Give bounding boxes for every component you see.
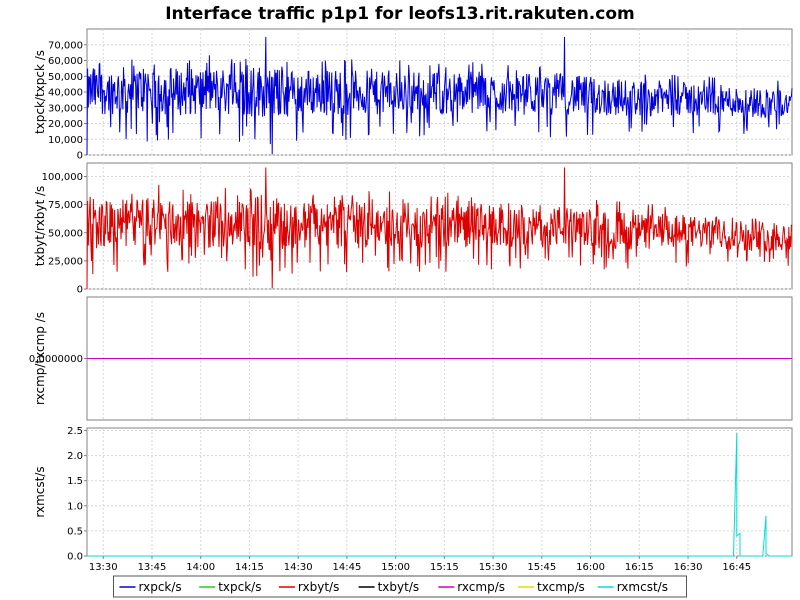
x-axis: 13:30 13:45 14:00 14:15 14:30 14:45 15:00 15:15… bbox=[89, 556, 751, 573]
x-tick-label: 16:30 bbox=[674, 562, 703, 573]
panel-2: 0 25,000 50,000 75,000 100,000 txbyt/rxbyt /s bbox=[33, 162, 793, 296]
panel-1: 0 10,000 20,000 30,000 40,000 50,000 60,000 70,… bbox=[33, 28, 793, 162]
y-tick-label: 100,000 bbox=[42, 172, 83, 183]
x-tick-label: 14:30 bbox=[284, 562, 313, 573]
x-tick-label: 15:45 bbox=[527, 562, 556, 573]
y-tick-label: 50,000 bbox=[48, 228, 83, 239]
y-tick-label: 0.0000000 bbox=[29, 354, 83, 365]
series-rxbyt-s bbox=[86, 167, 793, 290]
y-axis-label: txpck/txpck /s bbox=[33, 50, 47, 134]
y-tick-label: 30,000 bbox=[48, 103, 83, 114]
legend-item: rxpck/s bbox=[139, 580, 182, 594]
x-tick-label: 15:15 bbox=[430, 562, 459, 573]
x-tick-label: 16:00 bbox=[576, 562, 605, 573]
x-tick-label: 15:00 bbox=[381, 562, 410, 573]
y-tick-label: 1.0 bbox=[67, 501, 83, 512]
chart-legend: rxpck/s txpck/s rxbyt/s txbyt/s rxcmp/s txcmp… bbox=[113, 575, 687, 598]
x-tick-label: 14:00 bbox=[186, 562, 215, 573]
y-tick-label: 0.5 bbox=[67, 526, 83, 537]
legend-item: txcmp/s bbox=[537, 580, 585, 594]
y-axis-label: rxcmp/txcmp /s bbox=[33, 312, 47, 405]
legend-item: rxbyt/s bbox=[298, 580, 339, 594]
legend-item: rxcmp/s bbox=[457, 580, 505, 594]
series-rxmcst-s bbox=[87, 432, 792, 557]
y-tick-label: 20,000 bbox=[48, 119, 83, 130]
chart-title: Interface traffic p1p1 for leofs13.rit.r… bbox=[165, 4, 635, 24]
y-tick-label: 0 bbox=[77, 151, 83, 162]
y-tick-label: 70,000 bbox=[48, 40, 83, 51]
legend-item: rxmcst/s bbox=[617, 580, 668, 594]
y-tick-label: 10,000 bbox=[48, 135, 83, 146]
panel-frame bbox=[86, 427, 793, 557]
y-tick-label: 1.5 bbox=[67, 476, 83, 487]
y-tick-label: 50,000 bbox=[48, 72, 83, 83]
x-tick-label: 13:45 bbox=[138, 562, 167, 573]
series-rxpck-s bbox=[86, 36, 793, 156]
x-tick-label: 16:45 bbox=[722, 562, 751, 573]
x-tick-label: 16:15 bbox=[625, 562, 654, 573]
y-tick-label: 25,000 bbox=[48, 256, 83, 267]
x-tick-label: 15:30 bbox=[479, 562, 508, 573]
x-tick-label: 13:30 bbox=[89, 562, 118, 573]
y-tick-label: 40,000 bbox=[48, 88, 83, 99]
y-tick-label: 60,000 bbox=[48, 56, 83, 67]
chart-panels: 0 10,000 20,000 30,000 40,000 50,000 60,000 70,… bbox=[29, 28, 793, 563]
y-tick-label: 0.0 bbox=[67, 552, 83, 563]
y-axis-label: rxmcst/s bbox=[33, 466, 47, 517]
panel-4: 0.0 0.5 1.0 1.5 2.0 2.5 rxmcst/s bbox=[33, 426, 793, 563]
legend-item: txpck/s bbox=[218, 580, 261, 594]
legend-box bbox=[113, 575, 687, 598]
y-tick-label: 75,000 bbox=[48, 200, 83, 211]
y-axis-label: txbyt/rxbyt /s bbox=[33, 186, 47, 267]
legend-item: txbyt/s bbox=[378, 580, 420, 594]
x-tick-label: 14:45 bbox=[332, 562, 361, 573]
y-tick-label: 2.0 bbox=[67, 451, 83, 462]
y-tick-label: 0 bbox=[77, 285, 83, 296]
y-tick-label: 2.5 bbox=[67, 426, 83, 437]
x-tick-label: 14:15 bbox=[235, 562, 264, 573]
